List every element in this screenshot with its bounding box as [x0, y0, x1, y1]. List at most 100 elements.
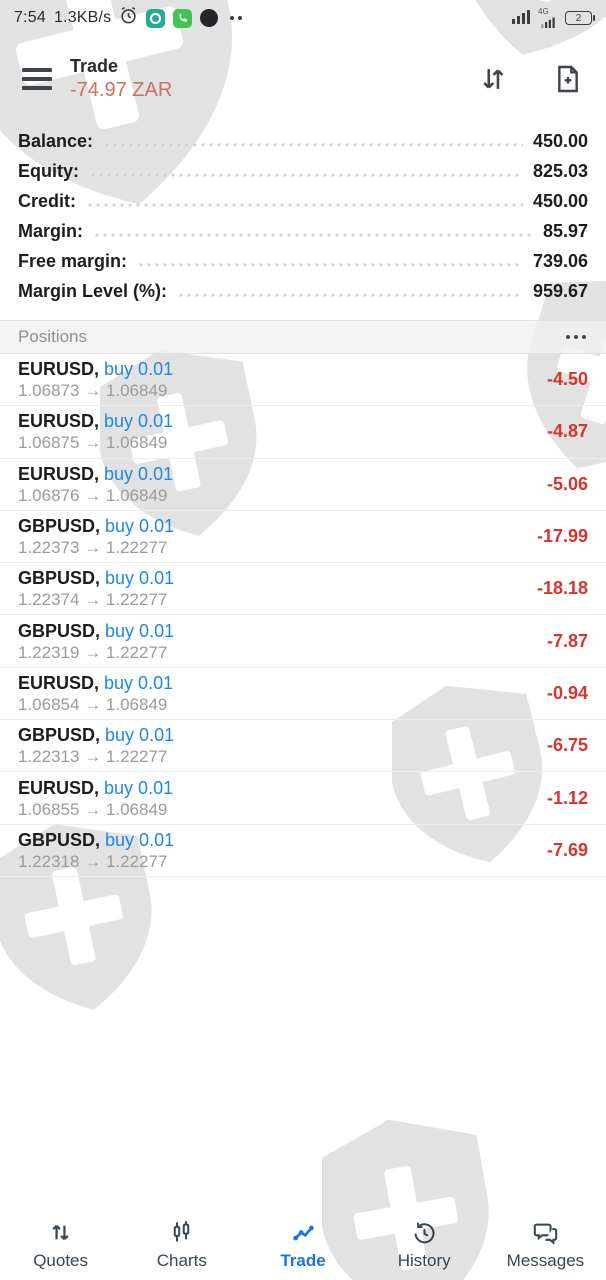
summary-row-equity: Equity: 825.03: [18, 156, 588, 186]
summary-label: Equity:: [18, 160, 79, 181]
tab-label: Quotes: [33, 1251, 88, 1270]
dotted-leader: [89, 173, 523, 177]
summary-row-credit: Credit: 450.00: [18, 186, 588, 216]
more-notifications-icon: [230, 16, 243, 20]
position-side-volume: buy 0.01: [104, 411, 174, 432]
tab-charts[interactable]: Charts: [121, 1198, 242, 1280]
summary-value: 739.06: [532, 250, 588, 271]
current-price: 1.22277: [105, 642, 168, 662]
current-price: 1.22277: [105, 851, 168, 871]
position-side-volume: buy 0.01: [105, 620, 175, 641]
clock-time: 7:54: [14, 9, 46, 26]
position-row[interactable]: EURUSD, buy 0.01 1.06876 → 1.06849 -5.06: [0, 459, 606, 511]
position-side-volume: buy 0.01: [105, 725, 175, 746]
summary-row-free-margin: Free margin: 739.06: [18, 246, 588, 276]
messages-icon: [533, 1223, 558, 1245]
current-price: 1.06849: [105, 381, 168, 401]
position-side-volume: buy 0.01: [104, 672, 174, 693]
positions-title: Positions: [18, 327, 87, 346]
timer-app-icon: [146, 8, 166, 28]
summary-value: 85.97: [542, 220, 588, 241]
tab-history[interactable]: History: [364, 1198, 485, 1280]
tab-label: Messages: [506, 1251, 585, 1270]
summary-value: 959.67: [532, 280, 588, 301]
battery-icon: 2: [565, 11, 595, 25]
dotted-leader: [103, 143, 523, 147]
whatsapp-icon: [173, 8, 193, 28]
current-price: 1.22277: [105, 590, 168, 610]
open-price: 1.06854: [18, 694, 80, 714]
arrow-icon: →: [84, 590, 102, 610]
current-price: 1.22277: [105, 538, 168, 558]
position-row[interactable]: GBPUSD, buy 0.01 1.22318 → 1.22277 -7.69: [0, 825, 606, 877]
tab-label: Charts: [156, 1251, 207, 1270]
position-profit: -4.50: [546, 369, 588, 390]
open-price: 1.06875: [18, 433, 80, 453]
dotted-leader: [86, 203, 523, 207]
summary-value: 450.00: [532, 190, 588, 211]
arrow-icon: →: [84, 433, 102, 453]
position-row[interactable]: GBPUSD, buy 0.01 1.22373 → 1.22277 -17.9…: [0, 511, 606, 564]
arrow-icon: →: [84, 694, 102, 714]
open-price: 1.22319: [18, 642, 80, 662]
signal-icon: [511, 8, 531, 29]
position-profit: -7.69: [546, 839, 588, 860]
position-row[interactable]: EURUSD, buy 0.01 1.06875 → 1.06849 -4.87: [0, 406, 606, 459]
arrow-icon: →: [84, 851, 102, 871]
position-row[interactable]: EURUSD, buy 0.01 1.06873 → 1.06849 -4.50: [0, 354, 606, 407]
position-side-volume: buy 0.01: [105, 516, 175, 537]
sort-deals-icon[interactable]: [476, 62, 510, 96]
tab-messages[interactable]: Messages: [485, 1198, 606, 1280]
position-profit: -17.99: [536, 526, 588, 547]
alarm-icon: [119, 6, 138, 30]
history-icon: [414, 1222, 435, 1244]
quotes-icon: [52, 1224, 69, 1241]
arrow-icon: →: [84, 799, 102, 819]
open-price: 1.22318: [18, 851, 80, 871]
menu-icon[interactable]: [22, 68, 52, 90]
summary-row-margin: Margin: 85.97: [18, 216, 588, 246]
position-symbol: EURUSD,: [18, 411, 100, 432]
position-row[interactable]: EURUSD, buy 0.01 1.06854 → 1.06849 -0.94: [0, 668, 606, 721]
position-profit: -1.12: [546, 787, 588, 808]
position-side-volume: buy 0.01: [105, 568, 175, 589]
current-price: 1.06849: [105, 694, 168, 714]
summary-label: Margin:: [18, 220, 83, 241]
position-row[interactable]: GBPUSD, buy 0.01 1.22319 → 1.22277 -7.87: [0, 615, 606, 668]
position-side-volume: buy 0.01: [105, 829, 175, 850]
open-price: 1.06876: [18, 485, 80, 505]
notification-dot-icon: [200, 9, 219, 27]
position-profit: -0.94: [546, 682, 588, 703]
trade-icon: [292, 1225, 314, 1241]
position-row[interactable]: GBPUSD, buy 0.01 1.22374 → 1.22277 -18.1…: [0, 563, 606, 616]
new-order-icon[interactable]: [552, 63, 584, 95]
position-symbol: GBPUSD,: [18, 725, 101, 746]
open-price: 1.22374: [18, 590, 80, 610]
position-row[interactable]: EURUSD, buy 0.01 1.06855 → 1.06849 -1.12: [0, 772, 606, 825]
position-symbol: GBPUSD,: [18, 516, 101, 537]
positions-section-header: Positions: [0, 320, 606, 354]
tab-quotes[interactable]: Quotes: [0, 1198, 121, 1280]
open-price: 1.06873: [18, 381, 80, 401]
bottom-navigation: Quotes Charts Trade: [0, 1198, 606, 1280]
position-side-volume: buy 0.01: [104, 777, 174, 798]
summary-label: Margin Level (%):: [18, 280, 168, 301]
position-profit: -18.18: [536, 578, 588, 599]
network-speed: 1.3KB/s: [53, 9, 112, 26]
position-profit: -5.06: [546, 473, 588, 494]
summary-row-balance: Balance: 450.00: [18, 126, 588, 156]
position-side-volume: buy 0.01: [104, 463, 174, 484]
position-row[interactable]: GBPUSD, buy 0.01 1.22313 → 1.22277 -6.75: [0, 720, 606, 773]
arrow-icon: →: [84, 381, 102, 401]
summary-row-margin-level: Margin Level (%): 959.67: [18, 276, 588, 306]
position-symbol: GBPUSD,: [18, 568, 101, 589]
position-symbol: EURUSD,: [18, 672, 100, 693]
battery-level: 2: [575, 12, 582, 24]
position-profit: -6.75: [546, 735, 588, 756]
arrow-icon: →: [84, 642, 102, 662]
position-side-volume: buy 0.01: [104, 359, 174, 380]
account-total-profit: -74.97 ZAR: [70, 79, 173, 101]
positions-menu-icon[interactable]: [564, 329, 588, 345]
tab-trade[interactable]: Trade: [242, 1198, 363, 1280]
